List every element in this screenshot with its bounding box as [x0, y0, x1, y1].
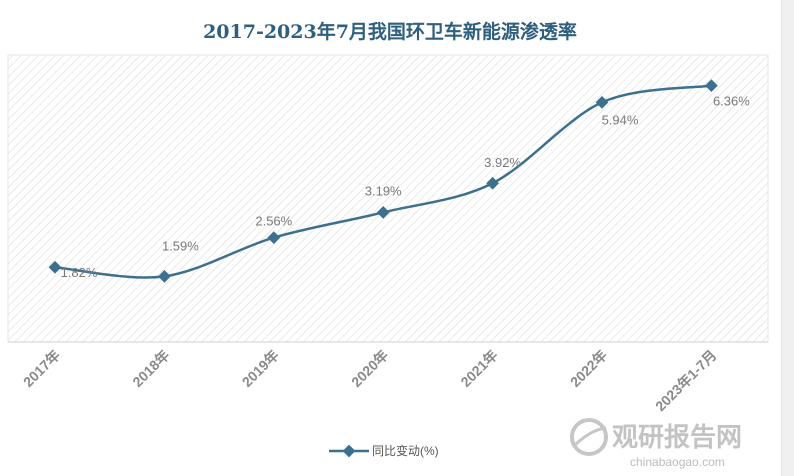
legend-label: 同比变动(%): [372, 443, 439, 458]
vertical-scrollbar[interactable]: [781, 0, 794, 476]
data-label: 1.82%: [61, 265, 98, 280]
data-label: 6.36%: [713, 94, 750, 109]
x-tick-label: 2021年: [457, 347, 500, 390]
x-tick-label: 2020年: [348, 347, 391, 390]
chart-title: 2017-2023年7月我国环卫车新能源渗透率: [203, 20, 577, 43]
data-point-marker: [376, 206, 390, 219]
x-tick-label: 2018年: [129, 347, 172, 390]
x-tick-labels: 2017年 2018年 2019年 2020年 2021年 2022年 2023年1-7月: [20, 347, 720, 414]
data-point-marker: [158, 270, 171, 283]
legend-marker: [342, 444, 356, 458]
data-label: 3.19%: [365, 183, 402, 198]
watermark: 观研报告网 chinabaogao.com: [570, 418, 742, 469]
x-tick-label: 2022年: [567, 347, 610, 390]
watermark-url: chinabaogao.com: [630, 455, 725, 469]
x-tick-label: 2023年1-7月: [652, 347, 719, 414]
plot-area: [7, 54, 769, 343]
x-tick-label: 2017年: [20, 347, 63, 390]
legend: 同比变动(%): [329, 443, 439, 458]
watermark-logo-swoosh: [572, 426, 607, 448]
watermark-logo-icon: [570, 418, 608, 456]
data-point-marker: [486, 176, 499, 190]
data-label: 5.94%: [602, 112, 639, 127]
data-label: 3.92%: [484, 155, 521, 170]
data-label: 1.59%: [162, 238, 199, 253]
data-point-marker: [48, 260, 62, 274]
data-point-marker: [267, 231, 281, 244]
watermark-brand: 观研报告网: [612, 422, 742, 453]
data-label: 2.56%: [255, 214, 292, 229]
x-tick-label: 2019年: [239, 347, 282, 390]
